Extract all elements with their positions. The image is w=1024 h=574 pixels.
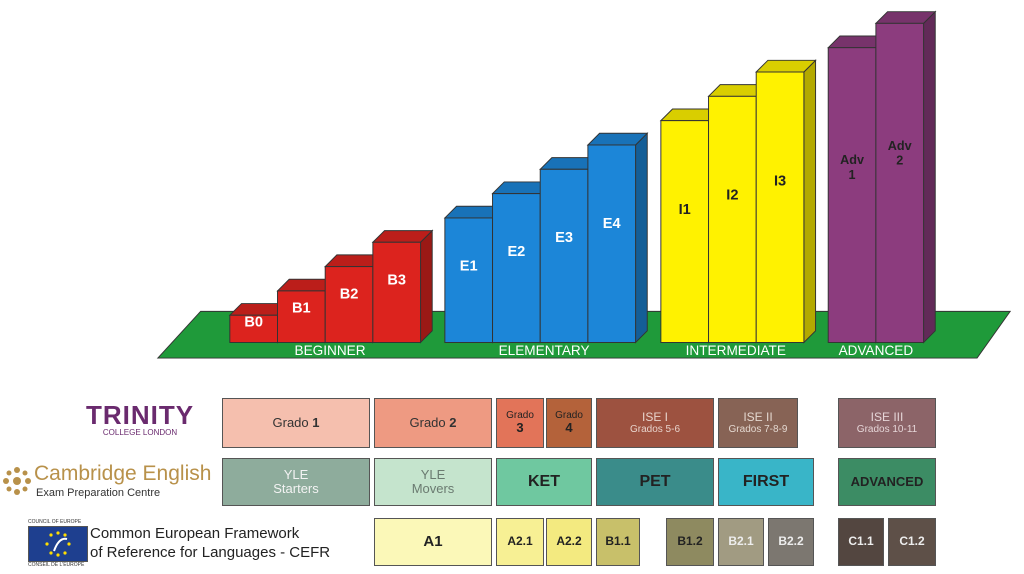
- level-block-label: 1: [849, 168, 856, 182]
- council-of-europe-flag: [28, 526, 88, 562]
- cambridge-subtitle: Exam Preparation Centre: [36, 487, 161, 499]
- level-block-label: B0: [244, 315, 263, 331]
- level-block-label: Adv: [888, 139, 912, 153]
- level-block-b3: B3: [371, 229, 434, 344]
- cambridge-cell-yle-starters: YLE Starters: [222, 458, 370, 506]
- cambridge-logo: Cambridge English Exam Preparation Centr…: [0, 462, 216, 500]
- cefr-cell-b1-1: B1.1: [596, 518, 640, 566]
- cefr-cell-b2-2: B2.2: [768, 518, 814, 566]
- trinity-cell-ise-3: ISE III Grados 10-11: [838, 398, 936, 448]
- stage-label-elementary: ELEMENTARY: [499, 343, 590, 358]
- trinity-subtitle: COLLEGE LONDON: [102, 428, 178, 437]
- cambridge-cell-advanced: ADVANCED: [838, 458, 936, 506]
- cambridge-cell-yle-movers: YLE Movers: [374, 458, 492, 506]
- cefr-title-line1: Common European Framework: [90, 525, 300, 542]
- trinity-cell-grado-4: Grado 4: [546, 398, 592, 448]
- trinity-cell-ise-2: ISE II Grados 7-8-9: [718, 398, 798, 448]
- eu-stars-icon: [45, 531, 71, 557]
- level-block-label: B3: [387, 272, 406, 288]
- council-badge-bottom: CONSEIL DE L'EUROPE: [28, 562, 85, 568]
- stage-label-beginner: BEGINNER: [295, 343, 366, 358]
- cambridge-cell-first: FIRST: [718, 458, 814, 506]
- cefr-cell-a2-2: A2.2: [546, 518, 592, 566]
- cambridge-cell-ket: KET: [496, 458, 592, 506]
- trinity-cell-grado-2: Grado 2: [374, 398, 492, 448]
- level-block-label: E2: [507, 244, 525, 260]
- cefr-cell-a1: A1: [374, 518, 492, 566]
- level-block-label: E4: [603, 216, 622, 232]
- cefr-title-line2: of Reference for Languages - CEFR: [90, 544, 331, 561]
- trinity-cell-ise-1: ISE I Grados 5-6: [596, 398, 714, 448]
- level-block-label: B1: [292, 301, 311, 317]
- cefr-cell-c1-1: C1.1: [838, 518, 884, 566]
- level-block-label: I3: [774, 174, 786, 190]
- level-block-label: Adv: [840, 153, 864, 167]
- council-badge-top: COUNCIL OF EUROPE: [28, 519, 82, 525]
- level-block-e4: E4: [586, 132, 649, 344]
- level-block-label: I1: [679, 202, 691, 218]
- level-block-label: E3: [555, 230, 573, 246]
- cambridge-name: Cambridge English: [34, 462, 212, 485]
- level-block-i3: I3: [755, 59, 817, 344]
- trinity-cell-grado-1: Grado 1: [222, 398, 370, 448]
- level-block-label: 2: [896, 154, 903, 168]
- stage-label-advanced: ADVANCED: [839, 343, 914, 358]
- cefr-logo: COUNCIL OF EUROPE CONSEIL DE L'EUROPE Co…: [26, 519, 366, 568]
- cambridge-cell-pet: PET: [596, 458, 714, 506]
- level-block-label: E1: [460, 258, 478, 274]
- level-block-label: B2: [340, 286, 359, 302]
- cefr-cell-c1-2: C1.2: [888, 518, 936, 566]
- cefr-cell-b1-2: B1.2: [666, 518, 714, 566]
- cambridge-crest-icon: [3, 467, 31, 495]
- trinity-cell-grado-3: Grado 3: [496, 398, 544, 448]
- trinity-logo: TRINITY COLLEGE LONDON: [84, 402, 196, 438]
- level-block-label: I2: [726, 188, 738, 204]
- cefr-cell-a2-1: A2.1: [496, 518, 544, 566]
- stage-label-intermediate: INTERMEDIATE: [686, 343, 786, 358]
- cefr-cell-b2-1: B2.1: [718, 518, 764, 566]
- trinity-name: TRINITY: [85, 400, 195, 430]
